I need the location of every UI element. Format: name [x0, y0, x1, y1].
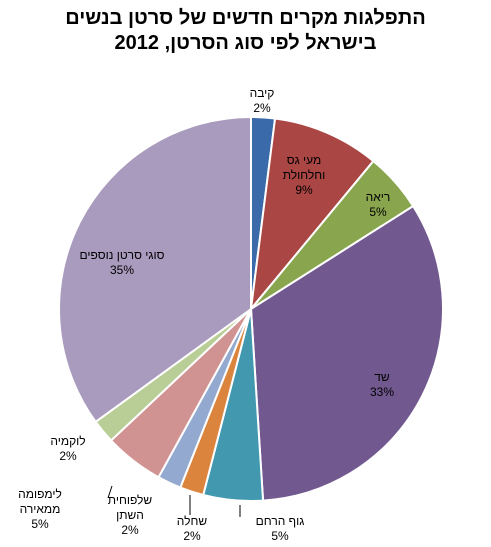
slice-value-2: 5% [369, 205, 387, 219]
leader-line-6 [107, 485, 113, 499]
slice-label-9: סוגי סרטן נוספים 35% [80, 248, 165, 277]
leader-lines [107, 485, 241, 517]
slice-name-1-1: וחלחולת [283, 168, 326, 182]
pie-slice-1 [249, 117, 375, 313]
slice-label-4: גוף הרחם 5% [256, 514, 305, 543]
slice-name-2-0: ריאה [366, 190, 391, 204]
slice-value-9: 35% [110, 263, 134, 277]
slice-name-9-0: סוגי סרטן נוספים [80, 248, 165, 262]
slice-name-5-0: שחלה [177, 514, 208, 528]
slice-value-6: 2% [121, 523, 139, 537]
slice-name-7-0: לימפומה [18, 487, 62, 501]
slice-label-3: שד 33% [370, 370, 394, 399]
slice-value-3: 33% [370, 385, 394, 399]
slice-name-7-1: ממאירה [20, 502, 61, 516]
slice-label-7: לימפומה ממאירה 5% [18, 487, 62, 531]
slice-label-1: מעי גס וחלחולת 9% [283, 153, 326, 197]
slice-name-8-0: לוקמיה [50, 434, 85, 448]
slice-value-4: 5% [271, 529, 289, 543]
chart-title: התפלגות מקרים חדשים של סרטן בנשים בישראל… [0, 6, 491, 56]
slice-label-0: קיבה 2% [250, 86, 275, 115]
slice-value-8: 2% [59, 449, 77, 463]
slice-label-6: שלפוחית השתן 2% [108, 493, 153, 537]
pie-slices [58, 115, 444, 502]
slice-name-6-0: שלפוחית [108, 493, 153, 507]
pie-slice-3 [249, 204, 444, 502]
slice-label-5: שחלה 2% [177, 514, 208, 543]
slice-value-1: 9% [295, 183, 313, 197]
slice-labels: קיבה 2%מעי גס וחלחולת 9% ריאה 5%שד 33%גוף הרחם… [18, 86, 394, 543]
chart-title-line-1: התפלגות מקרים חדשים של סרטן בנשים [65, 7, 426, 29]
slice-name-4-0: גוף הרחם [256, 514, 305, 528]
slice-value-5: 2% [183, 529, 201, 543]
slice-value-0: 2% [253, 101, 271, 115]
slice-name-1-0: מעי גס [287, 153, 322, 167]
pie-slice-9 [58, 115, 252, 424]
slice-label-8: לוקמיה 2% [50, 434, 85, 463]
slice-name-3-0: שד [374, 370, 390, 384]
chart-title-line-2: בישראל לפי סוג הסרטן, 2012 [114, 32, 377, 54]
slice-value-7: 5% [31, 517, 49, 531]
slice-name-6-1: השתן [116, 508, 144, 522]
slice-name-0-0: קיבה [250, 86, 275, 100]
slice-label-2: ריאה 5% [366, 190, 391, 219]
